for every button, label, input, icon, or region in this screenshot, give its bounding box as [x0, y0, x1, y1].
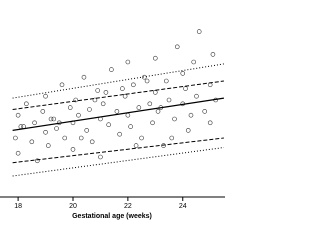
point	[188, 112, 194, 118]
point	[40, 109, 46, 114]
point	[51, 116, 57, 122]
point	[144, 78, 150, 84]
point	[142, 74, 147, 80]
point	[100, 101, 106, 107]
point	[62, 135, 68, 141]
point	[24, 101, 29, 107]
point	[89, 139, 95, 145]
point	[191, 59, 197, 65]
x-tick-label: 22	[124, 203, 132, 210]
point	[194, 93, 199, 99]
reference-line	[12, 63, 224, 99]
point	[183, 86, 188, 91]
point	[210, 52, 216, 57]
point	[87, 107, 92, 112]
point	[185, 128, 191, 133]
point	[169, 135, 175, 141]
point	[180, 71, 186, 76]
point	[196, 29, 202, 34]
point	[98, 154, 103, 160]
point	[120, 86, 125, 91]
point	[139, 135, 144, 141]
point	[207, 120, 213, 126]
point	[122, 93, 128, 99]
chart: Gestational age (weeks) 18 20 22 24	[0, 29, 225, 220]
point	[161, 143, 166, 148]
point	[207, 82, 213, 88]
point	[35, 158, 40, 164]
point	[172, 116, 177, 122]
point	[136, 105, 142, 110]
x-tick-label: 18	[14, 203, 22, 210]
point	[117, 131, 122, 137]
point	[128, 124, 133, 129]
x-tick-label: 24	[179, 203, 187, 210]
x-axis-label: Gestational age (weeks)	[72, 213, 152, 220]
point	[84, 128, 90, 133]
point	[125, 59, 131, 65]
point	[76, 112, 81, 118]
point	[114, 109, 120, 114]
point	[95, 88, 100, 93]
point	[48, 116, 54, 122]
point	[109, 67, 114, 72]
point	[43, 93, 48, 99]
point	[131, 82, 136, 88]
point	[153, 90, 158, 95]
point	[103, 90, 109, 95]
point	[106, 122, 111, 127]
point	[92, 97, 98, 103]
point	[174, 44, 180, 50]
point	[73, 97, 79, 103]
point	[29, 139, 35, 145]
point	[70, 147, 76, 152]
point	[81, 74, 87, 80]
point	[125, 112, 131, 118]
point	[67, 105, 73, 110]
point	[15, 112, 21, 118]
point	[43, 130, 48, 135]
point	[150, 120, 155, 126]
point	[78, 135, 84, 141]
reference-line	[12, 80, 224, 110]
point	[133, 143, 139, 148]
point	[15, 150, 21, 156]
reference-line	[12, 137, 224, 164]
point	[13, 135, 18, 141]
point	[202, 109, 207, 114]
point	[155, 109, 161, 114]
point	[166, 97, 172, 103]
reference-line	[12, 97, 224, 131]
point	[59, 82, 65, 88]
point	[45, 143, 51, 148]
x-tick-label: 20	[69, 203, 77, 210]
point	[163, 78, 169, 84]
point	[147, 101, 153, 107]
point	[153, 55, 158, 61]
reference-line	[12, 147, 224, 177]
point	[54, 126, 59, 131]
point	[32, 120, 37, 126]
